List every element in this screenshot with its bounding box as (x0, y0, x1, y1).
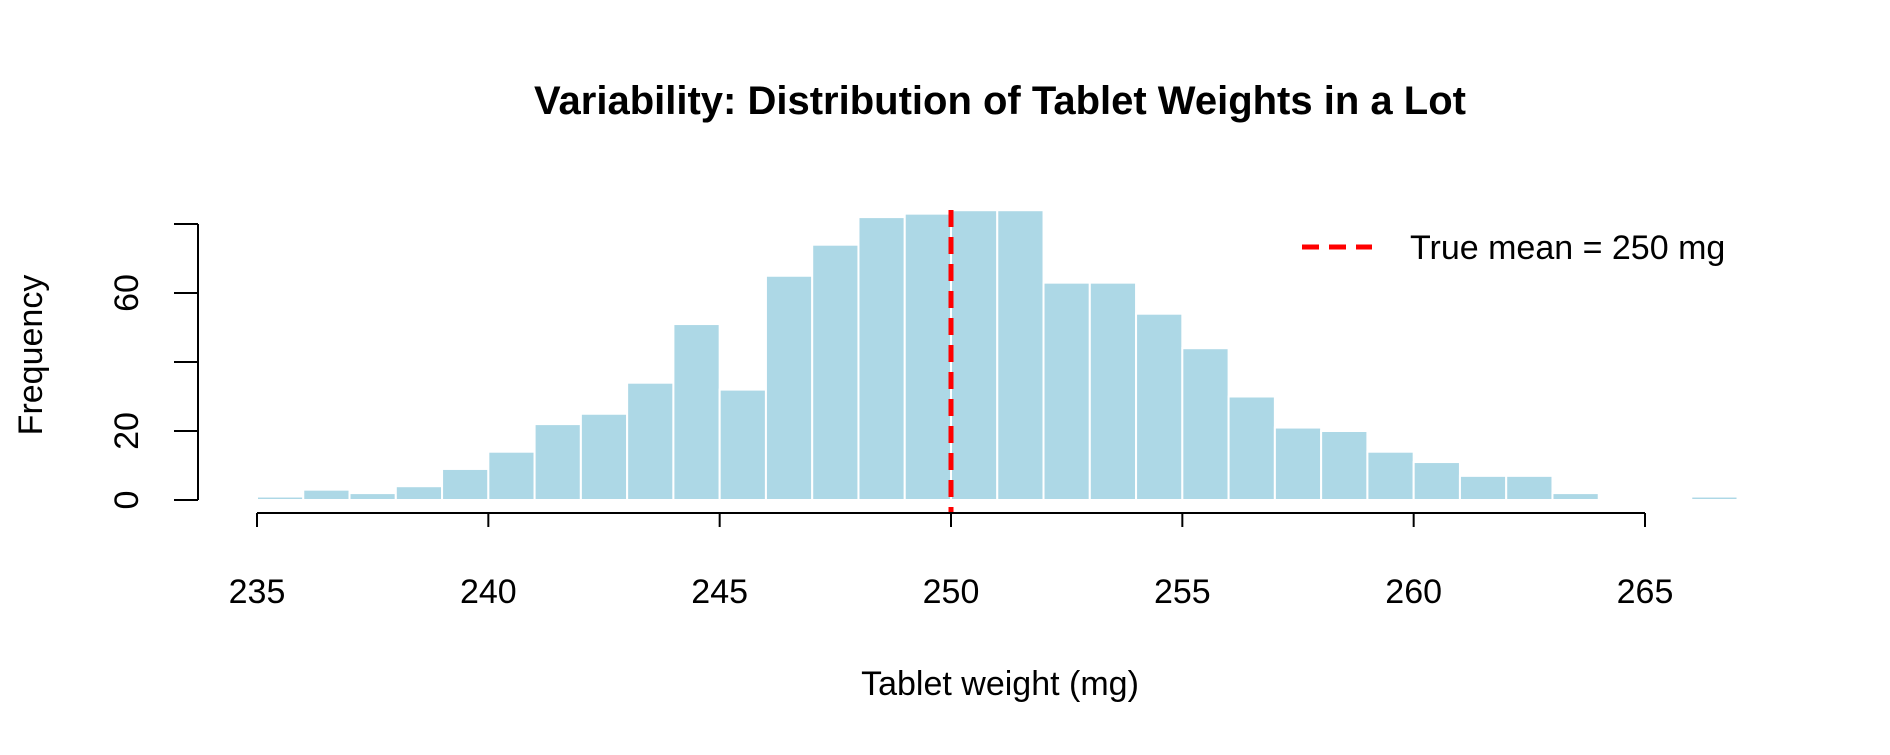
histogram-bar (1551, 492, 1600, 502)
x-tick-label: 250 (923, 573, 980, 611)
histogram-bar (903, 212, 953, 501)
chart-title: Variability: Distribution of Tablet Weig… (534, 79, 1466, 123)
histogram-bar (672, 323, 721, 501)
histogram-bar (1505, 474, 1554, 502)
x-axis-ticks: 235 240 245 250 255 260 265 (229, 513, 1674, 611)
x-tick-label: 240 (460, 573, 517, 611)
histogram-bar (857, 216, 906, 501)
histogram-bar (533, 423, 582, 502)
x-tick-label: 265 (1617, 573, 1674, 611)
histogram-bar (348, 492, 397, 502)
y-tick-label: 20 (108, 412, 146, 450)
histogram-bar (302, 488, 351, 501)
histogram-bar (579, 412, 629, 501)
histogram-bar (1366, 450, 1415, 502)
y-tick-label: 0 (108, 491, 146, 510)
histogram-bar (996, 209, 1045, 501)
histogram-bar (764, 274, 814, 501)
histogram-bar (1458, 474, 1508, 502)
y-axis-label: Frequency (12, 275, 50, 436)
histogram-bar (394, 485, 444, 502)
y-tick-label: 60 (108, 274, 146, 312)
legend-label: True mean = 250 mg (1410, 229, 1725, 267)
y-axis-ticks: 0 20 60 (108, 223, 198, 510)
histogram-bar (487, 450, 536, 502)
x-tick-label: 245 (691, 573, 748, 611)
histogram-bar (1273, 426, 1323, 501)
histogram-bar (626, 381, 675, 502)
histogram-bar (1181, 347, 1230, 502)
histogram-bar (1412, 461, 1461, 501)
x-tick-label: 235 (229, 573, 286, 611)
histogram-bar (718, 388, 767, 502)
histogram-bar (1135, 312, 1184, 502)
histogram-bar (441, 467, 490, 502)
histogram-bar (1320, 430, 1369, 501)
x-axis-label: Tablet weight (mg) (861, 665, 1139, 703)
histogram-bar (1690, 495, 1739, 501)
histogram-bar (1042, 281, 1091, 501)
legend: True mean = 250 mg (1302, 229, 1725, 267)
histogram-bar (811, 243, 860, 501)
histogram-bar (950, 209, 999, 501)
bars-group (256, 209, 1739, 502)
histogram-bar (256, 495, 305, 501)
x-tick-label: 255 (1154, 573, 1211, 611)
histogram-bar (1227, 395, 1276, 501)
histogram-bar (1088, 281, 1138, 501)
x-tick-label: 260 (1385, 573, 1442, 611)
